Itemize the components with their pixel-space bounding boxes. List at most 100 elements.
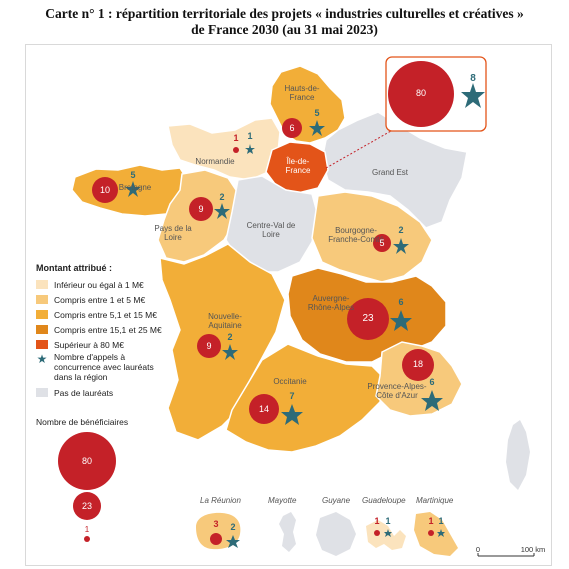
star-idf-icon [461, 83, 485, 108]
benef-na: 9 [206, 341, 212, 351]
benef-legend-80: 80 [81, 456, 92, 466]
star-na-icon [222, 344, 238, 360]
bubble-na [197, 334, 221, 358]
appels-reu: 2 [230, 522, 236, 532]
label-idf: Île-de-France [285, 157, 311, 175]
benef-paca: 18 [412, 359, 423, 369]
legend-item-lt1: Inférieur ou égal à 1 M€ [36, 277, 186, 292]
label-ara: Auvergne-Rhône-Alpes [307, 294, 355, 312]
beneficiaires-title: Nombre de bénéficiaires [36, 417, 129, 427]
label-hdf: Hauts-de-France [284, 84, 320, 102]
legend-label-none: Pas de lauréats [54, 387, 114, 398]
appels-mar: 1 [438, 516, 444, 526]
label-nor: Normandie [195, 157, 235, 166]
label-guadeloupe: Guadeloupe [362, 496, 406, 505]
benef-ara: 23 [362, 313, 374, 324]
legend-swatch-5-15 [36, 310, 48, 319]
appels-bfc: 2 [398, 225, 404, 235]
legend-label-80: Supérieur à 80 M€ [54, 339, 124, 350]
benef-pdl: 9 [198, 204, 204, 214]
legend-title: Montant attribué : [36, 263, 112, 273]
benef-reu: 3 [213, 519, 219, 529]
benef-circle-23 [73, 492, 101, 520]
map-title: Carte n° 1 : répartition territoriale de… [0, 6, 569, 38]
bubble-paca [402, 349, 434, 381]
star-ara-icon [390, 310, 412, 331]
benef-circle-1 [84, 536, 90, 542]
legend-swatch-lt1 [36, 280, 48, 289]
island-martinique [414, 512, 458, 556]
benef-gua: 1 [374, 516, 380, 526]
benef-mar: 1 [428, 516, 434, 526]
benef-bre: 10 [99, 185, 110, 195]
label-paca: Provence-Alpes-Côte d'Azur [367, 382, 427, 400]
legend-label-15-25: Compris entre 15,1 et 25 M€ [54, 324, 162, 335]
region-shape-hdf[interactable] [269, 65, 346, 144]
star-mar-icon [437, 529, 445, 537]
bubble-reu [210, 533, 222, 545]
legend-item-star: ★ Nombre d'appels à concurrence avec lau… [36, 352, 186, 382]
label-cvl: Centre-Val de Loire [246, 221, 296, 239]
appels-occ: 7 [289, 391, 295, 401]
legend-item-5-15: Compris entre 5,1 et 15 M€ [36, 307, 186, 322]
benef-circle-80 [58, 432, 116, 490]
label-guyane: Guyane [322, 496, 351, 505]
idf-bubble [388, 61, 454, 127]
benef-legend-23: 23 [81, 501, 92, 511]
island-mayotte [279, 512, 296, 552]
star-nor-icon [245, 144, 255, 154]
region-shape-occ[interactable] [225, 343, 387, 453]
label-reunion: La Réunion [200, 496, 241, 505]
legend-label-star: Nombre d'appels à concurrence avec lauré… [54, 352, 154, 382]
legend-swatch-80 [36, 340, 48, 349]
region-shape-nor[interactable] [167, 117, 281, 181]
star-bre-icon [125, 181, 141, 197]
region-shape-bfc[interactable] [311, 191, 433, 283]
label-bre: Bretagne [118, 183, 152, 192]
bubble-occ [249, 394, 279, 424]
map-frame [25, 44, 552, 566]
legend-item-1-5: Compris entre 1 et 5 M€ [36, 292, 186, 307]
region-shape-cvl[interactable] [225, 175, 319, 273]
benef-bfc: 5 [379, 238, 385, 248]
bubble-bre [92, 177, 118, 203]
star-hdf-icon [309, 120, 325, 136]
bubble-ara [347, 298, 389, 340]
bubble-nor [233, 147, 239, 153]
legend-swatch-none [36, 388, 48, 397]
label-mayotte: Mayotte [268, 496, 297, 505]
benef-occ: 14 [258, 404, 269, 414]
bubble-gua [374, 530, 380, 536]
label-na: Nouvelle-Aquitaine [208, 312, 242, 330]
legend-item-15-25: Compris entre 15,1 et 25 M€ [36, 322, 186, 337]
island-guyane [316, 512, 356, 556]
benef-nor: 1 [233, 133, 239, 143]
bubble-pdl [189, 197, 213, 221]
appels-gua: 1 [385, 516, 391, 526]
bubble-hdf [282, 118, 302, 138]
scale-end: 100 km [520, 545, 546, 554]
legend-item-none: Pas de lauréats [36, 385, 186, 400]
benef-idf: 80 [415, 88, 426, 98]
title-line-2: de France 2030 (au 31 mai 2023) [191, 22, 378, 37]
appels-pdl: 2 [219, 192, 225, 202]
legend-label-1-5: Compris entre 1 et 5 M€ [54, 294, 146, 305]
star-gua-icon [384, 529, 392, 537]
star-paca-icon [421, 390, 443, 411]
bubble-bfc [373, 234, 391, 252]
region-shape-corse[interactable] [506, 420, 530, 490]
label-martinique: Martinique [416, 496, 454, 505]
title-line-1: Carte n° 1 : répartition territoriale de… [45, 6, 524, 21]
label-pdl: Pays de la Loire [154, 224, 192, 242]
appels-paca: 6 [429, 377, 435, 387]
legend-swatch-1-5 [36, 295, 48, 304]
map-legend: Montant attribué : Inférieur ou égal à 1… [36, 263, 186, 400]
legend-label-lt1: Inférieur ou égal à 1 M€ [54, 279, 144, 290]
legend-item-80: Supérieur à 80 M€ [36, 337, 186, 352]
region-shape-idf[interactable] [265, 141, 329, 194]
appels-bre: 5 [130, 170, 136, 180]
star-pdl-icon [214, 203, 230, 219]
star-occ-icon [281, 404, 303, 425]
star-reu-icon [226, 535, 240, 548]
